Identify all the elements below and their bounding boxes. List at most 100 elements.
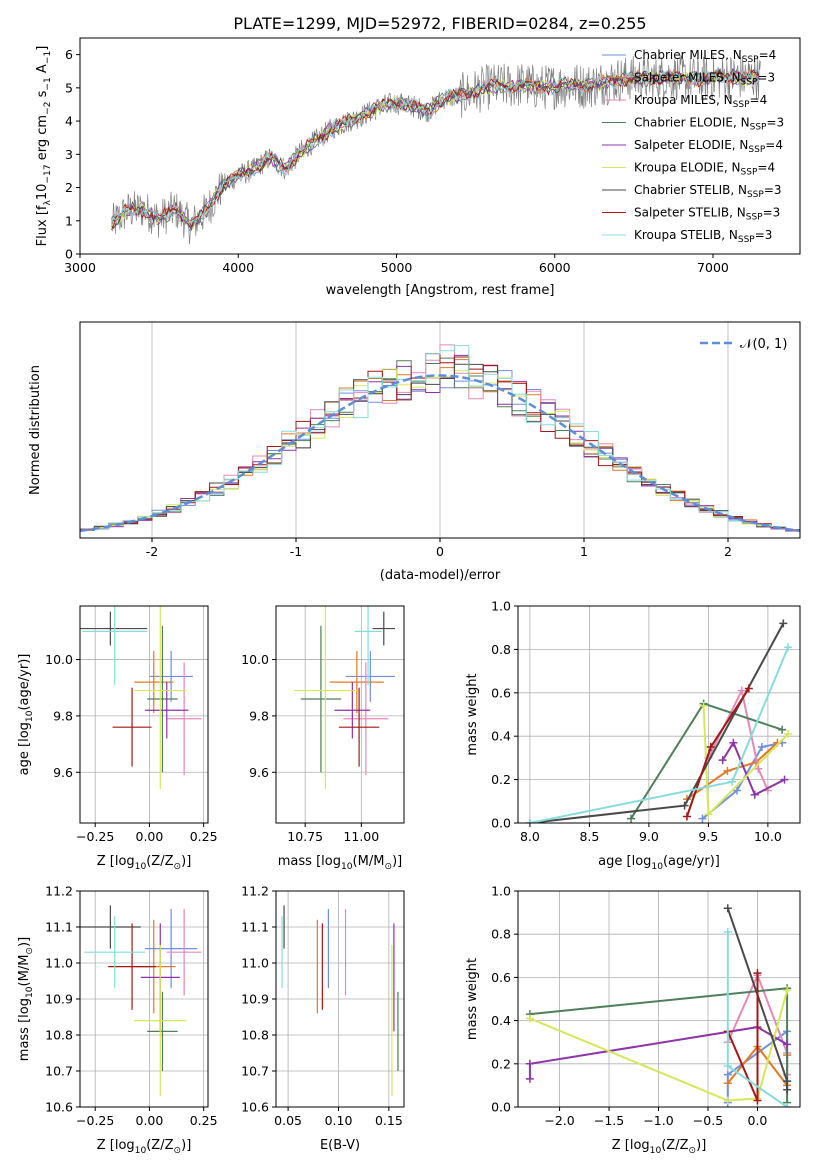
weight-marker	[723, 904, 732, 913]
label-part: 10	[25, 986, 35, 998]
weight-marker	[723, 1079, 732, 1088]
y-tick-label: 0.6	[491, 685, 511, 700]
plot-area	[525, 619, 793, 823]
legend-entry: Kroupa MILES, NSSP=4	[634, 93, 767, 110]
y-axis-label: age [log10(age/yr)]	[17, 654, 35, 776]
weight-series-line	[721, 740, 785, 797]
weight-marker	[680, 801, 689, 810]
x-tick-label: 7000	[697, 260, 729, 275]
figure-title: PLATE=1299, MJD=52972, FIBERID=0284, z=0…	[233, 14, 646, 33]
x-tick-label: 0.00	[136, 1113, 164, 1128]
plot-area	[525, 904, 792, 1107]
y-tick-label: 10.9	[45, 992, 73, 1007]
weight-marker	[732, 786, 741, 795]
legend-subscript: SSP	[742, 55, 759, 65]
weight-series-line	[529, 990, 789, 1102]
y-tick-label: 9.8	[53, 708, 73, 723]
x-tick-label: −1.0	[643, 1113, 673, 1128]
y-tick-label: 10.8	[241, 1028, 269, 1043]
x-axis-label: wavelength [Angstrom, rest frame]	[326, 283, 555, 298]
y-axis-label: mass weight	[465, 673, 480, 755]
legend-entry: Salpeter MILES, NSSP=3	[634, 71, 775, 88]
weight-marker	[704, 810, 713, 819]
weight-marker	[627, 814, 636, 823]
x-axis-label: Z [log10(Z/Z⊙)]	[97, 854, 192, 872]
data-layer	[80, 54, 800, 1107]
y-tick-label: 0.2	[491, 1056, 511, 1071]
legend-subscript: SSP	[748, 145, 765, 155]
weight-marker	[783, 1103, 792, 1107]
legend-subscript: SSP	[747, 190, 764, 200]
weight-marker	[723, 766, 732, 775]
legend-entry: Salpeter STELIB, NSSP=3	[634, 206, 780, 223]
x-tick-label: 0.00	[136, 829, 164, 844]
label-part: −2	[43, 102, 53, 115]
weight-marker	[778, 725, 787, 734]
x-axis-label: (data-model)/error	[380, 568, 501, 583]
y-tick-label: 1.0	[491, 599, 511, 614]
weight-marker	[784, 643, 793, 652]
y-tick-label: 1.0	[491, 884, 511, 899]
label-part: wavelength [Angstrom, rest frame]	[326, 283, 555, 298]
weight-marker	[729, 738, 738, 747]
label-part: mass [log	[278, 854, 341, 869]
legend-text: =4	[759, 48, 777, 62]
y-tick-label: 1	[65, 213, 73, 228]
x-tick-label: 6000	[539, 260, 571, 275]
weight-marker	[780, 775, 789, 784]
legend-entry: 𝒩(0, 1)	[740, 337, 787, 352]
label-part: )]	[181, 1138, 191, 1153]
residual-histogram	[80, 345, 800, 531]
x-tick-label: −1.5	[594, 1113, 624, 1128]
legend-text: =4	[757, 161, 775, 175]
label-part: 10	[135, 862, 147, 872]
x-tick-label: 3000	[64, 260, 96, 275]
y-tick-label: 10.0	[241, 652, 269, 667]
label-part: A	[35, 64, 50, 77]
weight-marker	[525, 1074, 534, 1083]
y-tick-label: 10.7	[241, 1064, 269, 1079]
legend-text: Kroupa STELIB, N	[634, 228, 738, 242]
axes-layer: 3000 4000 5000 6000 7000 0 1 2 3 4 5 6 wavelength [A…	[17, 37, 801, 1156]
legend-entry: Chabrier MILES, NSSP=4	[634, 48, 776, 65]
weight-marker	[723, 1061, 732, 1070]
x-tick-label: −0.5	[693, 1113, 723, 1128]
legend-layer: Chabrier MILES, NSSP=4 Salpeter MILES, NS…	[602, 48, 787, 352]
x-tick-label: 5000	[381, 260, 413, 275]
label-part: λ	[43, 200, 53, 206]
legend-text: =4	[765, 138, 783, 152]
y-tick-label: 10.6	[241, 1100, 269, 1115]
plot-area	[111, 54, 761, 245]
label-part: (age/yr)]	[17, 654, 32, 711]
legend-text: =3	[766, 116, 784, 130]
y-tick-label: 0.4	[491, 729, 511, 744]
y-axis-label: Flux [fλ10−17 erg cm−2 s−1 A−1]	[35, 46, 53, 247]
label-part: mass [log	[17, 998, 32, 1061]
plot-area	[80, 905, 202, 1097]
y-axis-label: mass weight	[465, 958, 480, 1040]
label-part: −1	[43, 77, 53, 90]
weight-marker	[525, 1059, 534, 1068]
legend-text: =3	[763, 206, 781, 220]
legend-text: Chabrier STELIB, N	[634, 183, 747, 197]
model-spectrum	[111, 69, 760, 230]
weight-marker	[757, 743, 766, 752]
label-part: (M/M	[17, 955, 32, 987]
x-axis-label: mass [log10(M/M⊙)]	[278, 854, 402, 872]
x-tick-label: 10.75	[287, 829, 323, 844]
label-part: (Z/Z	[146, 1138, 173, 1153]
y-tick-label: 0.6	[491, 970, 511, 985]
residual-histogram	[80, 353, 800, 530]
weight-marker	[783, 1040, 792, 1049]
label-part: Z [log	[97, 1138, 135, 1153]
weight-marker	[723, 1096, 732, 1105]
legend-text: =3	[764, 183, 782, 197]
label-part: )]	[392, 854, 402, 869]
label-part: ⊙	[689, 1146, 697, 1156]
y-tick-label: 11.1	[45, 920, 73, 935]
x-tick-label: 1	[580, 544, 588, 559]
y-tick-label: 11.1	[241, 920, 269, 935]
y-tick-label: 0.2	[491, 772, 511, 787]
y-tick-label: 0	[65, 247, 73, 262]
y-tick-label: 0.0	[491, 816, 511, 831]
